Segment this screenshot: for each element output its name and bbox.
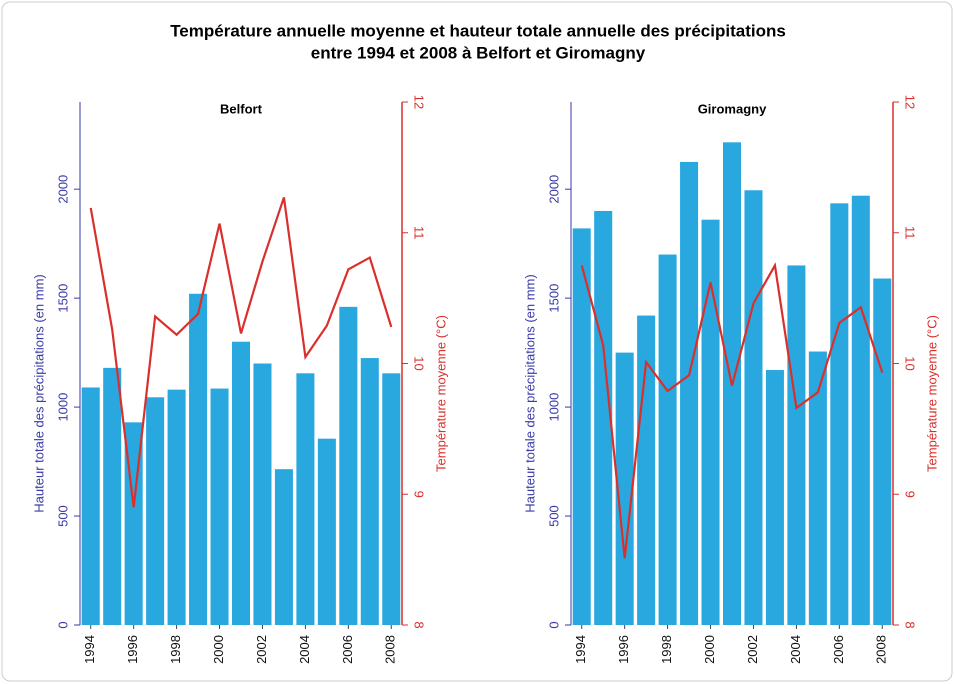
subplot-title: Belfort [220, 101, 263, 116]
y-tick-label: 0 [55, 621, 70, 628]
bar [189, 293, 208, 625]
bar [830, 203, 849, 626]
y2-tick-label: 12 [903, 95, 918, 109]
x-tick-label: 2000 [702, 635, 717, 664]
x-tick-label: 2008 [874, 635, 889, 664]
x-tick-label: 1998 [659, 635, 674, 664]
chart-title: Température annuelle moyenne et hauteur … [170, 21, 786, 40]
x-tick-label: 2000 [211, 635, 226, 664]
bar [787, 265, 806, 625]
bar [615, 352, 634, 625]
y-tick-label: 500 [546, 505, 561, 527]
x-tick-label: 1998 [168, 635, 183, 664]
x-tick-label: 2008 [383, 635, 398, 664]
x-tick-label: 1994 [573, 635, 588, 664]
bar [167, 389, 186, 625]
bar [103, 367, 122, 625]
bar [680, 161, 699, 626]
bar [572, 228, 591, 625]
y2-tick-label: 12 [412, 95, 427, 109]
y-tick-label: 2000 [546, 175, 561, 204]
y2-tick-label: 9 [903, 491, 918, 498]
bar [701, 219, 720, 626]
bar [382, 373, 401, 625]
y-axis-label: Hauteur totale des précipitations (en mm… [31, 274, 46, 512]
bar [274, 469, 293, 625]
y-tick-label: 1000 [546, 393, 561, 422]
bar [210, 388, 229, 625]
y2-tick-label: 11 [903, 226, 918, 240]
bar [744, 190, 763, 625]
chart-title: entre 1994 et 2008 à Belfort et Giromagn… [311, 43, 646, 62]
x-tick-label: 1996 [125, 635, 140, 664]
y2-tick-label: 8 [903, 621, 918, 628]
x-tick-label: 2002 [254, 635, 269, 664]
y-tick-label: 1500 [55, 284, 70, 313]
y2-tick-label: 11 [412, 226, 427, 240]
bar [81, 387, 100, 625]
subplot-title: Giromagny [698, 101, 767, 116]
bar [231, 341, 251, 625]
x-tick-label: 2002 [745, 635, 760, 664]
line [89, 197, 393, 508]
y2-tick-label: 8 [412, 621, 427, 628]
x-tick-label: 2004 [788, 635, 803, 664]
bar [637, 315, 656, 625]
bar [317, 438, 336, 625]
y-tick-label: 0 [546, 621, 561, 628]
bar [873, 278, 892, 625]
y2-tick-label: 10 [903, 356, 918, 370]
bar [851, 195, 870, 625]
y-axis-label: Hauteur totale des précipitations (en mm… [522, 274, 537, 512]
line [580, 262, 884, 559]
y2-axis-label: Température moyenne (°C) [433, 315, 448, 472]
y-tick-label: 1500 [546, 284, 561, 313]
bar [658, 254, 677, 625]
x-tick-label: 1994 [82, 635, 97, 664]
bar [765, 370, 784, 625]
bar [296, 373, 315, 625]
x-tick-label: 2006 [831, 635, 846, 664]
x-tick-label: 2006 [340, 635, 355, 664]
bar [808, 351, 827, 625]
bar [253, 363, 272, 625]
y-tick-label: 2000 [55, 175, 70, 204]
y-tick-label: 500 [55, 505, 70, 527]
x-tick-label: 1996 [616, 635, 631, 664]
y2-tick-label: 9 [412, 491, 427, 498]
y-tick-label: 1000 [55, 393, 70, 422]
x-tick-label: 2004 [297, 635, 312, 664]
bar [594, 210, 613, 626]
y2-tick-label: 10 [412, 356, 427, 370]
bar [146, 397, 165, 625]
bar [339, 306, 358, 625]
y2-axis-label: Température moyenne (°C) [924, 315, 939, 472]
bar [360, 358, 379, 625]
